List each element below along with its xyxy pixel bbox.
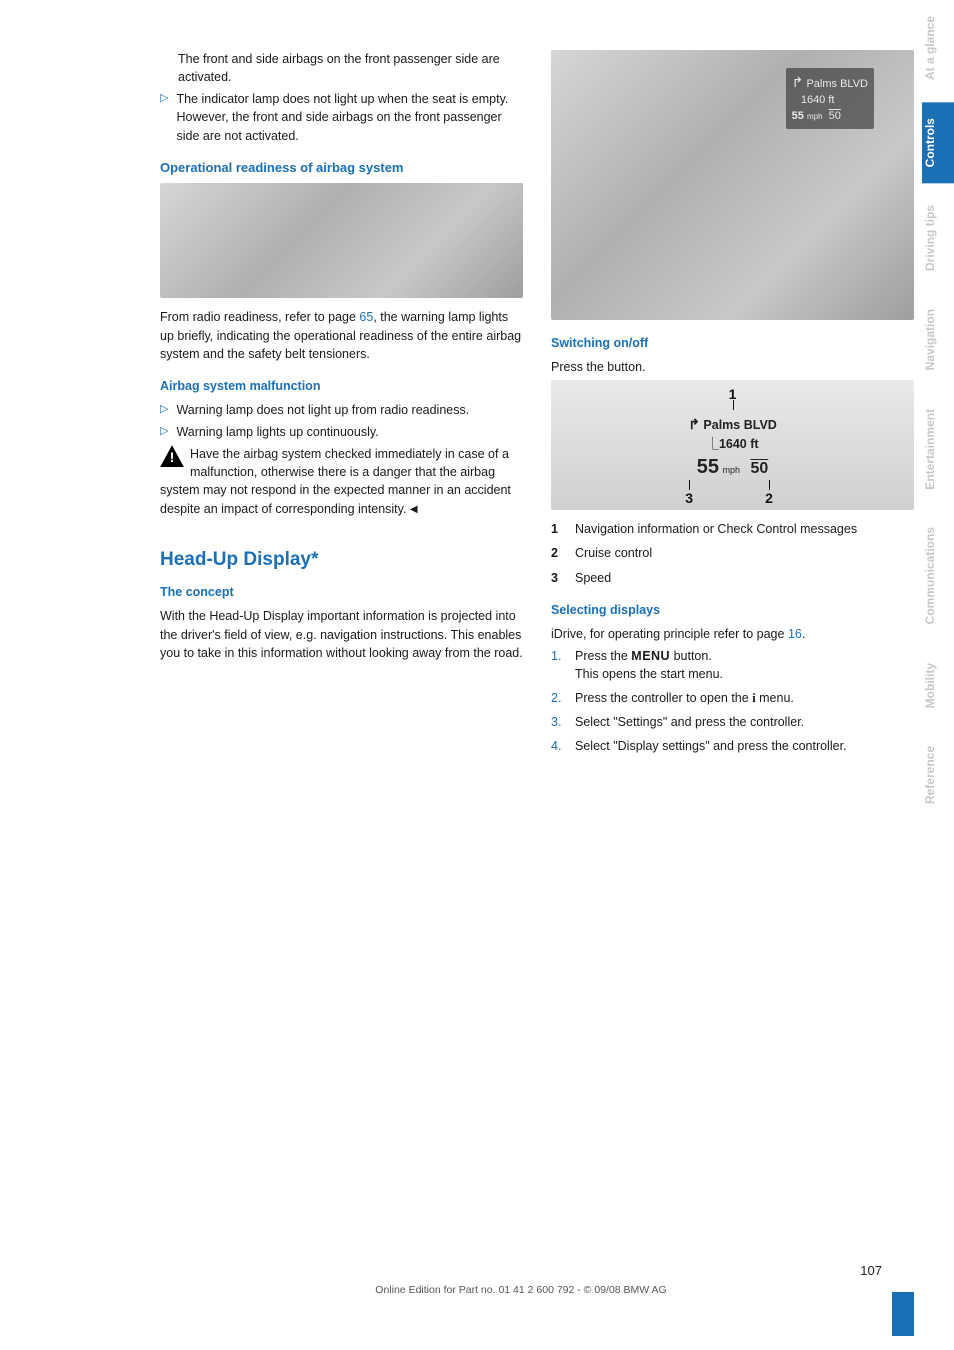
hud-unit: mph (807, 112, 823, 121)
bullet-indicator-lamp: ▷ The indicator lamp does not light up w… (160, 90, 523, 144)
legend-row-3: 3 Speed (551, 569, 914, 587)
page-footer: 107 Online Edition for Part no. 01 41 2 … (160, 1262, 882, 1298)
legend-row-2: 2 Cruise control (551, 544, 914, 562)
step-4: 4. Select "Display settings" and press t… (551, 737, 914, 755)
dashboard-photo-placeholder (160, 183, 523, 298)
callout-2: 2 (765, 488, 773, 508)
legend-text: Navigation information or Check Control … (575, 520, 857, 538)
heading-operational-readiness: Operational readiness of airbag system (160, 159, 523, 178)
step-2: 2. Press the controller to open the i me… (551, 689, 914, 707)
tab-communications[interactable]: Communications (922, 511, 954, 640)
step-body: Select "Display settings" and press the … (575, 737, 847, 755)
menu-button-label: MENU (631, 649, 670, 663)
step-num: 2. (551, 689, 565, 707)
triangle-icon: ▷ (160, 90, 168, 144)
hud-speed: 55 (697, 456, 719, 478)
tab-reference[interactable]: Reference (922, 730, 954, 820)
hud-speed: 55 (792, 110, 804, 122)
step-3: 3. Select "Settings" and press the contr… (551, 713, 914, 731)
idrive-text: iDrive, for operating principle refer to… (551, 625, 914, 643)
intro-text: The front and side airbags on the front … (178, 50, 523, 86)
footer-accent-bar (892, 1292, 914, 1336)
readiness-pre: From radio readiness, refer to page (160, 310, 359, 324)
step-body: Press the MENU button. This opens the st… (575, 647, 723, 683)
warning-triangle-icon (160, 445, 184, 467)
warning-text: Have the airbag system checked immediate… (160, 447, 511, 515)
step2b: menu. (756, 691, 794, 705)
bullet-body: Warning lamp does not light up from radi… (176, 401, 523, 419)
right-column: ↱ Palms BLVD 1640 ft 55 mph 50 Switching… (551, 50, 914, 762)
hud-unit: mph (723, 465, 741, 475)
bullet-line1: The indicator lamp does not light up whe… (176, 92, 508, 106)
step1b: button. (670, 649, 712, 663)
tab-navigation[interactable]: Navigation (922, 293, 954, 386)
switch-text: Press the button. (551, 358, 914, 376)
warning-paragraph: Have the airbag system checked immediate… (160, 445, 523, 518)
legend-text: Cruise control (575, 544, 652, 562)
step-body: Select "Settings" and press the controll… (575, 713, 804, 731)
heading-malfunction: Airbag system malfunction (160, 377, 523, 395)
heading-the-concept: The concept (160, 583, 523, 601)
readiness-text: From radio readiness, refer to page 65, … (160, 308, 523, 362)
heading-selecting-displays: Selecting displays (551, 601, 914, 619)
legend-num: 3 (551, 569, 565, 587)
tab-driving-tips[interactable]: Driving tips (922, 189, 954, 287)
legend-num: 1 (551, 520, 565, 538)
hud-dist: 1640 ft (719, 437, 759, 451)
footer-line: Online Edition for Part no. 01 41 2 600 … (160, 1283, 882, 1298)
bullet-body: Warning lamp lights up continuously. (176, 423, 523, 441)
hud-street: Palms BLVD (703, 418, 776, 432)
malfunction-bullet-2: ▷ Warning lamp lights up continuously. (160, 423, 523, 441)
malfunction-bullet-1: ▷ Warning lamp does not light up from ra… (160, 401, 523, 419)
callout-3: 3 (685, 488, 693, 508)
tab-entertainment[interactable]: Entertainment (922, 393, 954, 506)
step-num: 1. (551, 647, 565, 683)
tab-at-a-glance[interactable]: At a glance (922, 0, 954, 96)
concept-text: With the Head-Up Display important infor… (160, 607, 523, 661)
step-num: 3. (551, 713, 565, 731)
hud-limit: 50 (829, 110, 841, 122)
section-tabs: At a glance Controls Driving tips Naviga… (922, 0, 954, 1350)
select-pre: iDrive, for operating principle refer to… (551, 627, 788, 641)
hud-center: ↱ Palms BLVD ⎿1640 ft 55 mph 50 (551, 414, 914, 481)
step-1: 1. Press the MENU button. This opens the… (551, 647, 914, 683)
step2a: Press the controller to open the (575, 691, 752, 705)
page-number: 107 (160, 1262, 882, 1281)
steering-wheel-photo-placeholder: ↱ Palms BLVD 1640 ft 55 mph 50 (551, 50, 914, 320)
tab-mobility[interactable]: Mobility (922, 647, 954, 724)
arrow-up-icon: ↱ (792, 74, 804, 90)
triangle-icon: ▷ (160, 423, 168, 441)
bullet-line2: However, the front and side airbags on t… (176, 110, 501, 142)
page-link-16[interactable]: 16 (788, 627, 802, 641)
tab-controls[interactable]: Controls (922, 102, 954, 183)
arrow-up-icon: ↱ (688, 416, 700, 432)
step1a: Press the (575, 649, 631, 663)
end-mark-icon: ◀ (410, 504, 418, 515)
hud-street: Palms BLVD (806, 78, 868, 90)
page-link-65[interactable]: 65 (359, 310, 373, 324)
hud-limit: 50 (750, 460, 768, 477)
heading-head-up-display: Head-Up Display* (160, 546, 523, 574)
bullet-body: The indicator lamp does not light up whe… (176, 90, 523, 144)
step-num: 4. (551, 737, 565, 755)
step-body: Press the controller to open the i menu. (575, 689, 794, 707)
left-column: The front and side airbags on the front … (160, 50, 523, 762)
hud-dist: 1640 ft (801, 94, 835, 106)
legend-num: 2 (551, 544, 565, 562)
step1c: This opens the start menu. (575, 667, 723, 681)
legend-text: Speed (575, 569, 611, 587)
page-content: The front and side airbags on the front … (0, 0, 954, 802)
triangle-icon: ▷ (160, 401, 168, 419)
hud-overlay: ↱ Palms BLVD 1640 ft 55 mph 50 (786, 68, 874, 129)
callout-line (733, 400, 734, 410)
select-post: . (802, 627, 805, 641)
heading-switching: Switching on/off (551, 334, 914, 352)
hud-diagram-placeholder: 1 ↱ Palms BLVD ⎿1640 ft 55 mph 50 3 2 (551, 380, 914, 510)
legend-row-1: 1 Navigation information or Check Contro… (551, 520, 914, 538)
